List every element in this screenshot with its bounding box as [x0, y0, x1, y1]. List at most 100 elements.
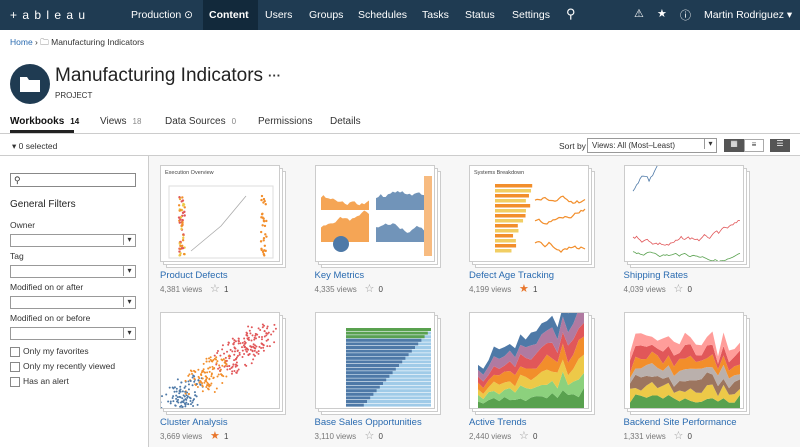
favorite-star[interactable]: ★ [210, 430, 220, 442]
thumb-shape [262, 349, 265, 352]
checkbox[interactable] [10, 347, 20, 357]
checkbox-label: Only my recently viewed [23, 361, 116, 371]
tab-count: 18 [132, 117, 142, 126]
thumb-shape [264, 249, 267, 253]
thumbnail[interactable]: Execution Overview [160, 165, 280, 262]
info-icon[interactable]: ⓘ [680, 10, 691, 22]
site-switcher[interactable]: Production ⊙ [131, 9, 193, 21]
tab-label: Details [330, 116, 361, 127]
thumb-shape [495, 189, 532, 193]
nav-item[interactable]: Content [209, 9, 249, 21]
thumb-shape [218, 364, 221, 367]
thumb-shape [210, 375, 213, 378]
thumb-shape [180, 407, 183, 408]
thumb-shape [243, 337, 246, 340]
card-name[interactable]: Product Defects [160, 270, 228, 281]
list-view-button[interactable]: ≡ [744, 139, 764, 152]
favorite-star[interactable]: ☆ [364, 283, 375, 295]
user-menu[interactable]: Martin Rodriguez ▾ [704, 9, 793, 21]
thumb-shape [345, 342, 418, 346]
thumb-shape [345, 360, 402, 364]
nav-item[interactable]: Groups [309, 9, 344, 21]
favorite-star[interactable]: ☆ [364, 430, 375, 442]
thumbnail[interactable] [314, 312, 435, 409]
tab[interactable]: Permissions [258, 116, 312, 127]
favorite-star[interactable]: ☆ [519, 430, 529, 442]
card-name[interactable]: Defect Age Tracking [469, 270, 555, 281]
thumb-shape [209, 356, 212, 359]
favorite-star[interactable]: ☆ [673, 430, 684, 442]
thumb-shape [243, 346, 246, 349]
thumbnail[interactable] [160, 312, 280, 409]
selection[interactable]: ▾ 0 selected [12, 141, 58, 151]
thumb-shape [260, 347, 263, 350]
thumb-shape [495, 184, 533, 188]
thumb-shape [227, 341, 230, 344]
filter-select[interactable] [10, 234, 136, 247]
breadcrumb-home[interactable]: Home [10, 37, 33, 47]
nav-item[interactable]: Tasks [422, 9, 449, 21]
thumb-shape [179, 252, 182, 255]
grid-view-button[interactable]: ▦ [724, 139, 744, 152]
filter-label: Modified on or after [10, 282, 84, 292]
thumb-shape [213, 391, 216, 394]
tab[interactable]: Details [330, 116, 361, 127]
project-menu[interactable]: ··· [268, 68, 281, 83]
thumbnail[interactable] [623, 312, 744, 409]
card-name[interactable]: Key Metrics [314, 270, 365, 281]
nav-item[interactable]: Users [265, 9, 293, 21]
project-title: Manufacturing Indicators [55, 65, 264, 86]
tab-count: 0 [231, 117, 237, 126]
search-input[interactable]: ⚲ [10, 173, 136, 187]
thumb-shape [179, 396, 182, 399]
nav-item[interactable]: Settings [512, 9, 550, 21]
thumb-shape [495, 229, 519, 233]
thumb-shape [234, 340, 237, 343]
thumb-shape [495, 199, 526, 203]
checkbox[interactable] [10, 362, 20, 372]
thumb-shape [234, 365, 237, 368]
thumb-shape [175, 387, 178, 390]
thumb-shape [185, 394, 188, 397]
filter-toggle[interactable]: ☰ [770, 139, 790, 152]
thumb-shape [201, 377, 204, 380]
checkbox[interactable] [10, 377, 20, 387]
card-name[interactable]: Backend Site Performance [623, 417, 737, 428]
thumbnail[interactable] [314, 165, 435, 262]
thumb-shape [345, 374, 389, 378]
sort-select[interactable]: Views: All (Most–Least) [587, 138, 717, 153]
search-icon[interactable]: ⚲ [566, 6, 576, 21]
card-name[interactable]: Base Sales Opportunities [314, 417, 422, 428]
alert-icon[interactable]: ⚠ [634, 8, 644, 20]
thumb-shape [257, 327, 260, 330]
thumbnail[interactable] [623, 165, 744, 262]
thumb-shape [186, 396, 189, 399]
card-name[interactable]: Active Trends [469, 417, 527, 428]
tab[interactable]: Views 18 [100, 116, 141, 127]
nav-item[interactable]: Status [465, 9, 495, 21]
thumbnail[interactable]: Systems Breakdown [469, 165, 589, 262]
thumb-shape [495, 244, 517, 248]
thumb-shape [202, 368, 205, 371]
card-name[interactable]: Cluster Analysis [160, 417, 228, 428]
card-name[interactable]: Shipping Rates [623, 270, 688, 281]
filter-select[interactable] [10, 327, 136, 340]
filter-select[interactable] [10, 265, 136, 278]
thumb-shape [223, 352, 226, 355]
thumb-shape [213, 354, 216, 357]
favorites-icon[interactable]: ★ [657, 8, 667, 20]
nav-item[interactable]: Schedules [358, 9, 408, 21]
thumb-shape [183, 214, 186, 217]
filter-select[interactable] [10, 296, 136, 309]
favorite-star[interactable]: ☆ [210, 283, 220, 295]
logo[interactable]: + a b l e a u [10, 8, 87, 22]
thumb-shape [180, 200, 183, 203]
thumb-shape [228, 368, 231, 371]
thumbnail[interactable] [469, 312, 589, 409]
favorite-star[interactable]: ☆ [673, 283, 684, 295]
favorite-star[interactable]: ★ [519, 283, 529, 295]
user-name: Martin Rodriguez [704, 9, 784, 21]
thumb-shape [243, 340, 246, 343]
tab[interactable]: Data Sources 0 [165, 116, 236, 127]
tab[interactable]: Workbooks 14 [10, 116, 79, 127]
